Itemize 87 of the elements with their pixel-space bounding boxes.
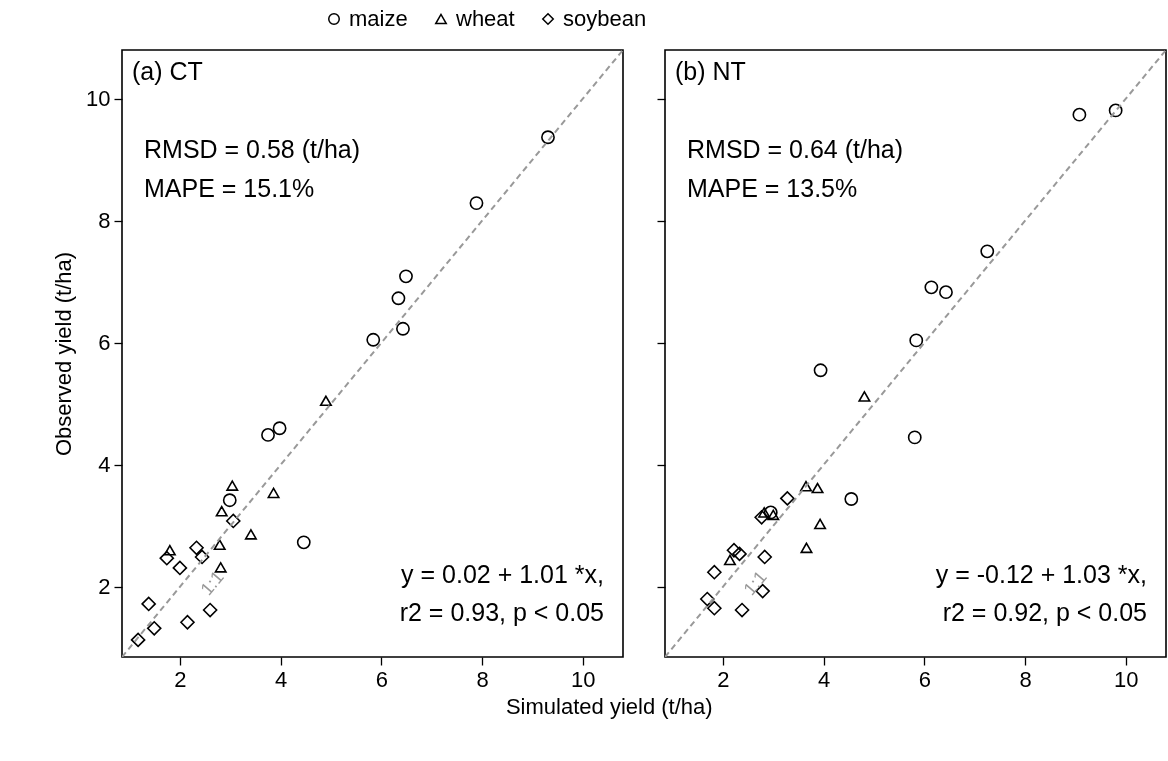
point (296, 535, 311, 550)
point (726, 542, 742, 558)
annotation: y = 0.02 + 1.01 *x, (401, 560, 604, 588)
legend-label: wheat (455, 6, 515, 31)
point (780, 491, 795, 506)
point (272, 421, 287, 436)
point (215, 505, 228, 517)
point (767, 509, 780, 521)
x-tick-label: 10 (1113, 666, 1139, 692)
point (244, 529, 257, 540)
point (814, 518, 827, 530)
point (141, 596, 157, 612)
point (180, 614, 195, 630)
point (267, 487, 280, 499)
x-tick-label: 6 (375, 666, 388, 692)
point (202, 602, 218, 618)
annotation: (b) NT (675, 57, 746, 85)
x-tick-label: 10 (570, 666, 596, 692)
point (396, 321, 410, 336)
y-axis-title: Observed yield (t/ha) (51, 251, 77, 457)
point (189, 540, 204, 556)
annotation: MAPE = 15.1% (144, 174, 315, 202)
legend-label: soybean (563, 6, 647, 31)
point (146, 621, 162, 636)
y-tick-label: 6 (98, 330, 111, 356)
point (924, 280, 939, 295)
annotation: y = -0.12 + 1.03 *x, (935, 560, 1147, 588)
y-tick-label: 4 (98, 452, 111, 478)
point (799, 480, 813, 492)
annotation: (a) CT (132, 57, 203, 85)
point (541, 130, 555, 145)
point (707, 600, 722, 616)
point (366, 332, 381, 347)
point (391, 291, 406, 306)
point (222, 493, 237, 508)
point (699, 591, 715, 607)
annotation: r2 = 0.93, p < 0.05 (399, 598, 604, 626)
x-tick-label: 8 (1019, 666, 1032, 692)
x-tick-label: 6 (918, 666, 931, 692)
point (194, 549, 210, 565)
x-tick-label: 2 (717, 666, 730, 692)
point (907, 430, 922, 445)
point (980, 244, 995, 259)
point (399, 269, 413, 284)
x-tick-label: 4 (817, 666, 831, 692)
point (844, 492, 859, 506)
y-tick-label: 10 (86, 86, 111, 112)
point (172, 560, 188, 576)
point (723, 554, 736, 566)
point (163, 544, 176, 556)
point (754, 509, 769, 525)
point (707, 564, 722, 580)
point (800, 542, 813, 554)
point (813, 363, 828, 378)
point (225, 513, 241, 529)
point (214, 561, 227, 573)
point (261, 428, 275, 442)
point (939, 285, 953, 300)
point (1108, 103, 1123, 118)
annotation: 1:1 (196, 567, 228, 600)
point (130, 632, 146, 648)
point (226, 480, 239, 491)
point (469, 196, 484, 211)
point (858, 391, 871, 402)
legend-label: maize (349, 6, 408, 31)
point (811, 482, 824, 494)
annotation: 1:1 (739, 567, 771, 600)
point (732, 546, 747, 562)
annotation: RMSD = 0.58 (t/ha) (144, 135, 361, 163)
x-tick-label: 4 (274, 666, 288, 692)
annotation: MAPE = 13.5% (687, 174, 858, 202)
y-tick-label: 2 (98, 574, 111, 600)
point (159, 550, 175, 566)
y-tick-label: 8 (98, 208, 111, 234)
x-tick-label: 2 (174, 666, 187, 692)
point (763, 505, 778, 520)
x-tick-label: 8 (476, 666, 489, 692)
point (734, 602, 750, 618)
point (758, 507, 771, 518)
annotation: r2 = 0.92, p < 0.05 (942, 598, 1147, 626)
point (757, 549, 773, 565)
point (1072, 107, 1087, 122)
point (213, 539, 226, 551)
annotation: RMSD = 0.64 (t/ha) (687, 135, 904, 163)
x-axis-title: Simulated yield (t/ha) (505, 693, 713, 719)
point (909, 333, 924, 348)
point (319, 395, 332, 407)
